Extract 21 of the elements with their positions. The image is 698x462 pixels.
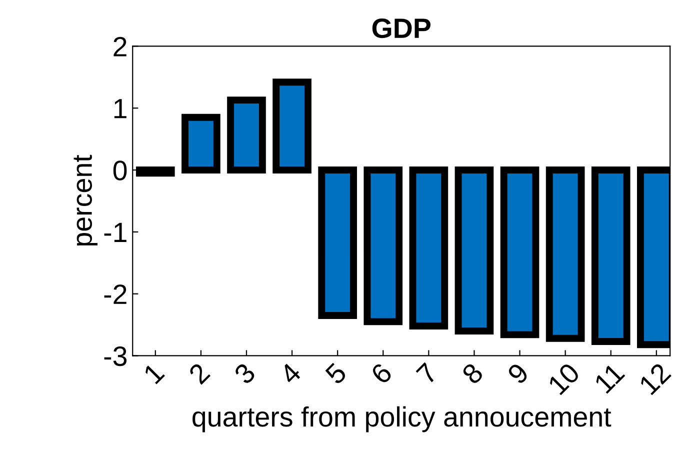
y-tick-label: 0 <box>113 160 127 180</box>
x-tick-label: 5 <box>324 362 348 386</box>
x-axis-title: quarters from policy annoucement <box>192 406 612 432</box>
x-tick-label: 7 <box>416 362 438 385</box>
x-tick-label: 2 <box>188 362 210 385</box>
y-tick-label: -2 <box>104 284 126 304</box>
y-axis-title: percent <box>74 154 98 246</box>
x-tick-label: 9 <box>506 362 530 386</box>
y-tick-label: 2 <box>114 36 126 56</box>
x-tick-label: 1 <box>142 362 165 384</box>
y-tick-label: 1 <box>114 99 126 118</box>
x-tick-label: 4 <box>278 362 302 386</box>
x-tick-label: 3 <box>233 362 256 386</box>
x-tick-label: 12 <box>638 362 672 396</box>
y-tick-label: -1 <box>104 222 126 242</box>
x-tick-label: 11 <box>594 362 626 394</box>
y-tick-label: -3 <box>104 346 127 366</box>
chart-title: GDP <box>372 18 430 38</box>
x-tick-label: 6 <box>370 362 394 385</box>
x-tick-label: 10 <box>547 362 581 396</box>
x-tick-label: 8 <box>460 362 484 386</box>
